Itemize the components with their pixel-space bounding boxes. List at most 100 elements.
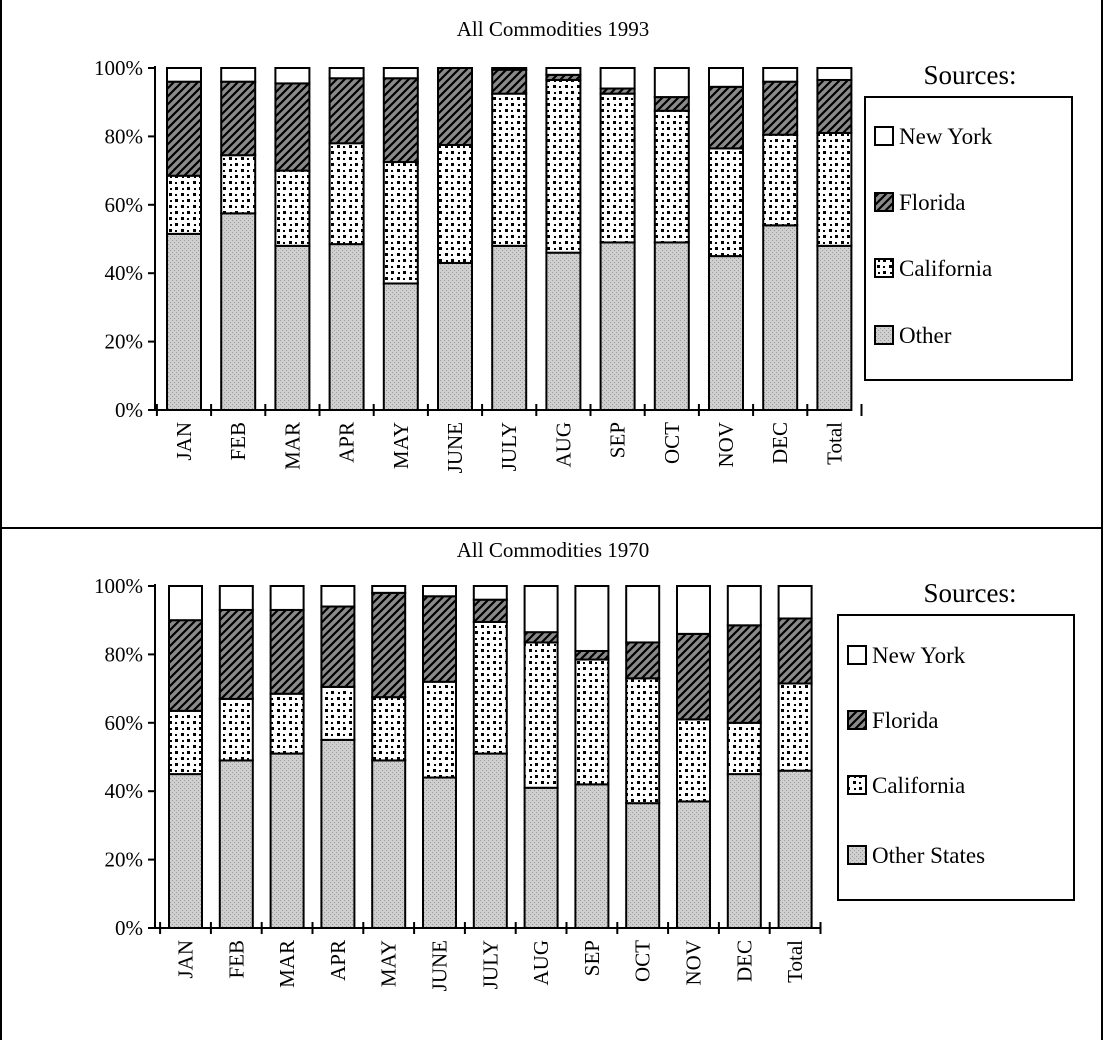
bar-segment-florida-dec [726,624,762,724]
legend-swatch [847,775,867,795]
chart-1993: All Commodities 1993 0%20%40%60%80%100% … [94,17,1073,473]
bar-segment-florida-total [777,617,813,685]
chart-title: All Commodities 1970 [457,538,650,562]
bar-segment-california-feb [220,154,257,215]
bar-segment-new-york-may [382,67,419,80]
chart-1970: All Commodities 1970 0%20%40%60%80%100% … [94,538,1075,991]
y-axis: 0% 20% 40% 60% 80% 100% [94,574,156,940]
x-tick-label: APR [335,422,359,463]
bar-segment-other-states-mar [269,752,305,930]
x-tick-label: OCT [660,422,684,464]
y-tick-label: 40% [105,779,144,803]
legend-swatch [874,258,894,278]
legend-label: Florida [872,708,938,733]
bar-segment-california-apr [320,685,356,741]
bar-segment-florida-feb [220,80,257,157]
bar-segment-new-york-sep [599,67,636,90]
bar-segment-new-york-jan [166,67,202,83]
x-tick-label: FEB [224,940,248,979]
bar-segment-new-york-oct [625,585,661,644]
bar-segment-california-oct [653,109,690,244]
bar-segment-other-states-june [422,776,457,930]
y-tick-label: 80% [105,124,144,148]
y-tick-label: 60% [105,193,144,217]
bar-segment-california-mar [274,169,311,247]
bar-segment-florida-total [816,78,853,134]
bar-segment-california-sep [599,92,636,244]
bar-segment-other-feb [220,212,257,411]
bar-segment-new-york-dec [762,67,799,83]
x-tick-label: OCT [631,940,655,982]
legend-box [837,614,1075,901]
x-tick-label: MAY [377,940,401,987]
bar-segment-other-states-nov [676,800,711,930]
bar-segment-florida-sep [574,649,610,661]
x-tick-label: Total [822,422,846,465]
x-tick-label: MAY [389,422,413,469]
bar-segment-other-states-aug [523,786,559,930]
bar-segment-other-mar [274,244,311,411]
bar-segment-california-nov [708,147,744,258]
bar-segment-california-feb [218,697,254,762]
bar-segment-new-york-total [777,585,813,620]
legend: Sources: New York Florida California Other … [837,578,1075,901]
legend-label: Florida [899,190,965,215]
bar-segment-california-jan [166,174,202,235]
bar-segment-new-york-june [422,585,457,598]
bar-segment-new-york-dec [726,585,762,627]
x-tick-label: JULY [497,422,521,471]
bar-segment-california-total [777,682,813,772]
x-tick-label: DEC [732,940,756,982]
bar-segment-california-oct [625,677,661,805]
legend-label: New York [872,643,966,668]
bar-segment-florida-apr [328,77,365,145]
bar-segment-new-york-apr [328,67,365,80]
bar-segment-other-states-total [777,769,813,929]
x-tick-label: NOV [714,422,738,468]
bar-segment-california-july [491,92,528,247]
bar-segment-florida-oct [625,641,661,680]
legend-swatch [874,192,894,212]
bar-segment-other-sep [599,241,636,411]
legend-label: New York [899,124,993,149]
x-axis: JAN FEB MAR APR MAY JUNE JULY AUG SEP OCT NOV DEC To… [155,922,822,991]
x-axis: JAN FEB MAR APR MAY JUNE JULY AUG SEP OCT NOV DEC To… [155,404,863,473]
bar-segment-florida-june [422,595,457,683]
bar-segment-new-york-nov [676,585,711,635]
bar-segment-florida-july [472,598,508,623]
bar-segment-california-nov [676,718,711,803]
bar-segment-other-dec [762,224,799,411]
bar-segment-new-york-july [491,67,528,71]
x-tick-label: JAN [172,422,196,461]
bar-segment-new-york-mar [269,585,305,611]
bar-segment-other-july [491,244,528,411]
bar-segment-california-jan [168,709,203,776]
bar-segment-other-states-july [472,752,508,930]
bar-segment-california-aug [545,78,582,254]
legend-box [864,96,1073,381]
bar-segment-florida-mar [269,608,305,695]
bar-segment-florida-feb [218,608,254,700]
y-tick-label: 100% [94,56,143,80]
bar-segment-california-sep [574,658,610,786]
bar-segment-florida-dec [762,80,799,136]
x-tick-label: JAN [174,940,198,979]
y-axis: 0% 20% 40% 60% 80% 100% [94,56,156,422]
bar-segment-new-york-total [816,67,853,81]
x-tick-label: SEP [580,940,604,976]
bar-segment-other-june [437,261,473,411]
bar-segment-california-may [382,161,419,285]
x-tick-label: APR [326,940,350,981]
bar-segment-florida-jan [166,80,202,177]
bar-segment-other-states-feb [218,759,254,929]
bar-segment-other-total [816,244,853,411]
bar-segment-new-york-july [472,585,508,601]
bar-segment-california-june [422,680,457,779]
legend-label: Other [899,323,952,348]
bar-segment-california-dec [762,133,799,227]
bar-segment-california-aug [523,641,559,789]
bar-segment-florida-may [382,77,419,164]
y-tick-label: 0% [115,398,143,422]
y-tick-label: 20% [105,848,144,872]
